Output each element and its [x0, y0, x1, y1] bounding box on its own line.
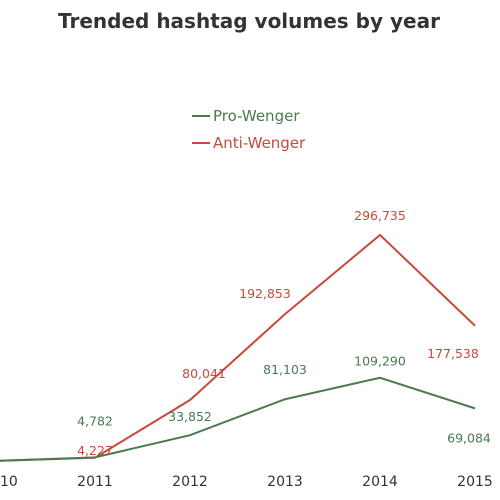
x-tick-label-2014: 2014 [362, 474, 398, 490]
data-label-pro-wenger-2014: 109,290 [354, 354, 406, 369]
data-label-pro-wenger-2012: 33,852 [168, 409, 212, 424]
legend-label-pro-wenger: Pro-Wenger [213, 107, 300, 125]
x-axis: 2010 2011 2012 2013 2014 2015 [0, 474, 493, 490]
x-tick-label-2013: 2013 [267, 474, 303, 490]
data-label-anti-wenger-2012: 80,041 [182, 366, 226, 381]
data-label-anti-wenger-2015: 177,538 [427, 346, 479, 361]
series-line-anti-wenger [0, 233, 476, 462]
data-label-anti-wenger-2014: 296,735 [354, 208, 406, 223]
data-labels: 4,782 33,852 81,103 109,290 69,084 4,227 80,04… [77, 208, 491, 458]
series-lines [0, 233, 476, 462]
data-label-anti-wenger-2011: 4,227 [77, 443, 113, 458]
data-label-pro-wenger-2011: 4,782 [77, 413, 113, 428]
chart-title: Trended hashtag volumes by year [58, 9, 440, 33]
x-tick-label-2012: 2012 [172, 474, 208, 490]
legend: Pro-Wenger Anti-Wenger [192, 107, 306, 152]
x-tick-label-2010: 2010 [0, 474, 18, 490]
series-line-pro-wenger [0, 376, 476, 462]
legend-label-anti-wenger: Anti-Wenger [213, 134, 306, 152]
x-tick-label-2011: 2011 [77, 474, 113, 490]
x-tick-label-2015: 2015 [457, 474, 493, 490]
data-label-pro-wenger-2015: 69,084 [447, 430, 491, 445]
data-label-anti-wenger-2013: 192,853 [239, 286, 291, 301]
data-label-pro-wenger-2013: 81,103 [263, 362, 307, 377]
